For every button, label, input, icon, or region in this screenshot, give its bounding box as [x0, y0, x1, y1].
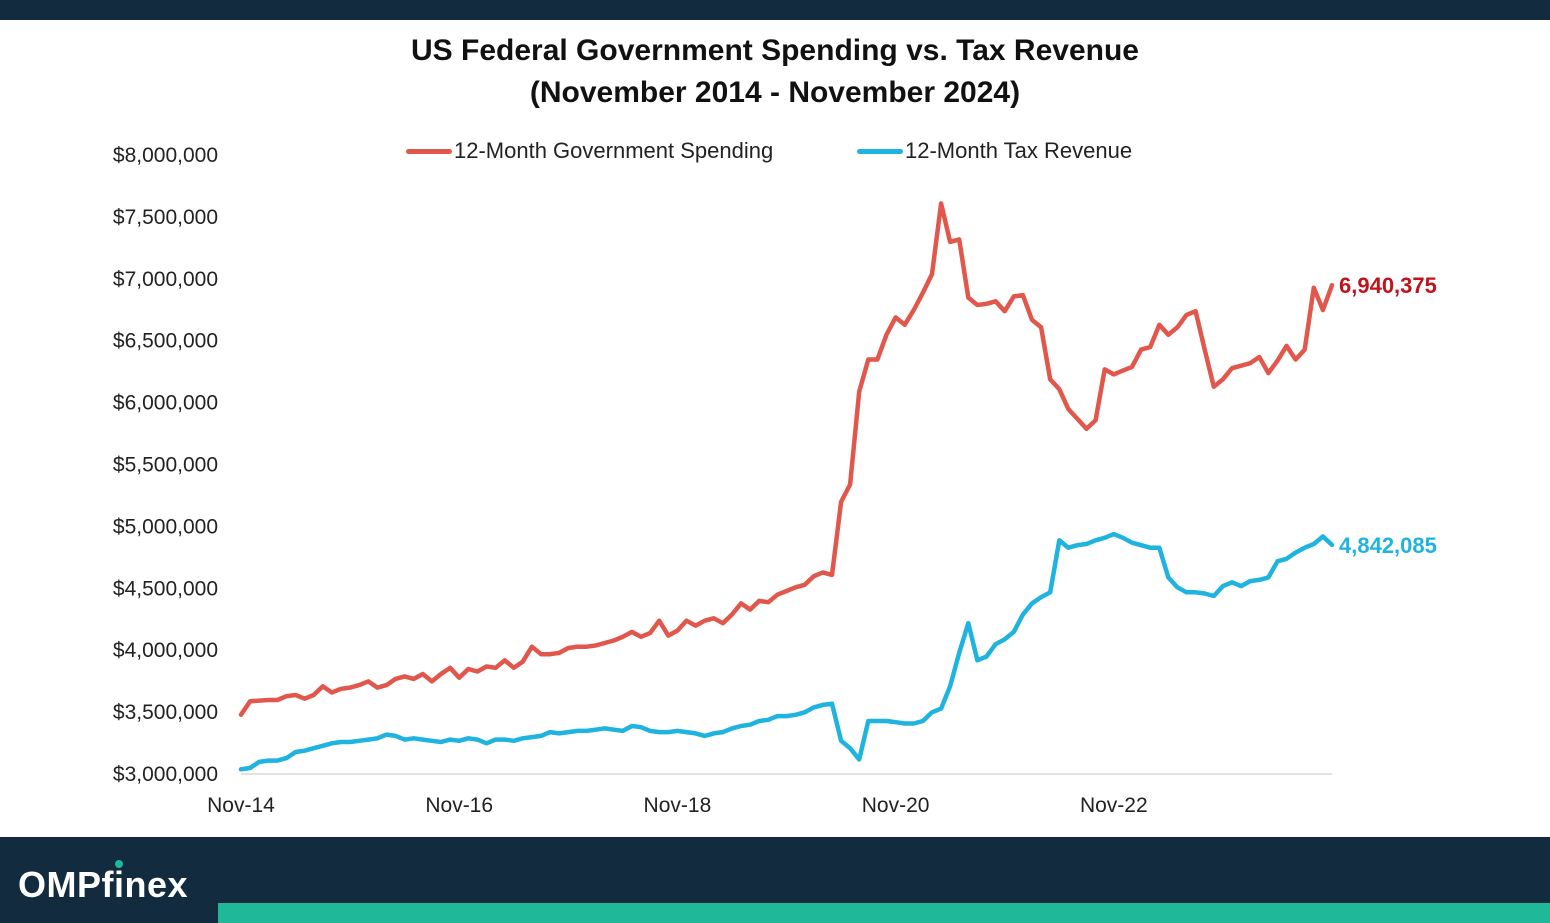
y-tick-label: $6,500,000	[113, 330, 218, 353]
y-tick-label: $5,000,000	[113, 515, 218, 538]
legend-swatch-spending	[406, 148, 452, 154]
legend-swatch-revenue	[857, 148, 903, 154]
series-line-revenue	[238, 531, 1335, 772]
y-tick-label: $4,000,000	[113, 639, 218, 662]
top-bar	[0, 0, 1550, 20]
series-line-spending	[238, 201, 1335, 718]
chart-title: US Federal Government Spending vs. Tax R…	[0, 30, 1550, 114]
y-tick-label: $7,500,000	[113, 206, 218, 229]
logo-text-end: nex	[124, 864, 189, 905]
legend-label-revenue: 12-Month Tax Revenue	[905, 138, 1133, 163]
logo-text-start: OMPf	[18, 864, 114, 905]
x-tick-label: Nov-18	[644, 794, 712, 817]
x-tick-label: Nov-16	[425, 794, 493, 817]
y-tick-label: $4,500,000	[113, 577, 218, 600]
footer-accent-bar	[218, 903, 1550, 923]
y-tick-label: $7,000,000	[113, 268, 218, 291]
end-value-label-spending: 6,940,375	[1339, 273, 1437, 298]
legend-item-spending: 12-Month Government Spending	[406, 138, 773, 164]
y-tick-label: $6,000,000	[113, 392, 218, 415]
y-tick-label: $3,500,000	[113, 701, 218, 724]
end-value-label-revenue: 4,842,085	[1339, 533, 1437, 558]
y-tick-label: $5,500,000	[113, 454, 218, 477]
x-tick-label: Nov-22	[1080, 794, 1148, 817]
brand-logo: OMPfi nex	[18, 860, 189, 905]
line-chart: $3,000,000 $3,500,000 $4,000,000 $4,500,000…	[113, 144, 1437, 817]
legend-label-spending: 12-Month Government Spending	[454, 138, 774, 163]
x-tick-label: Nov-20	[862, 794, 930, 817]
logo-text-i: i	[114, 860, 125, 905]
logo-dot	[115, 860, 124, 868]
legend-item-revenue: 12-Month Tax Revenue	[857, 138, 1132, 164]
chart-title-line-1: US Federal Government Spending vs. Tax R…	[411, 34, 1139, 67]
chart-legend: 12-Month Government Spending 12-Month Ta…	[0, 138, 1550, 168]
chart-title-line-2: (November 2014 - November 2024)	[529, 76, 1021, 109]
x-tick-label: Nov-14	[207, 794, 275, 817]
y-tick-label: $3,000,000	[113, 763, 218, 786]
footer-bar: OMPfi nex	[0, 837, 1550, 923]
y-tick-label: $8,000,000	[113, 144, 218, 167]
